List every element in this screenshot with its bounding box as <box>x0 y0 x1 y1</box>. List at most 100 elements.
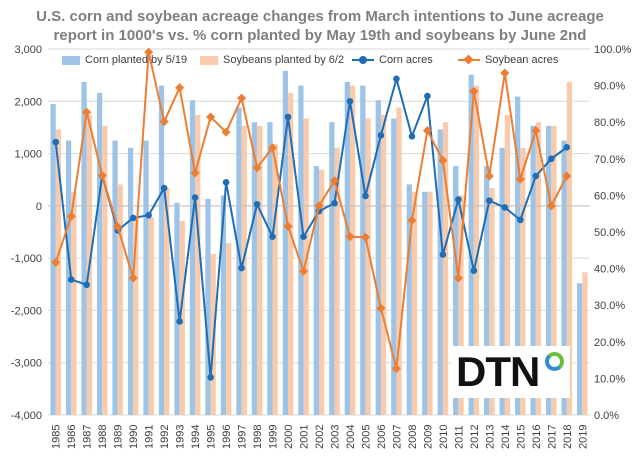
x-tick-label: 1988 <box>97 425 109 449</box>
x-tick-label: 2019 <box>577 425 589 449</box>
legend-swatch-corn-planted <box>62 55 80 65</box>
x-tick-label: 1986 <box>66 425 78 449</box>
x-tick-label: 2014 <box>500 425 512 449</box>
soybeans-planted-bar <box>427 191 433 415</box>
corn-planted-bar <box>329 122 335 415</box>
y-right-tick-label: 10.0% <box>594 373 625 385</box>
soybean-acres-point <box>237 93 247 103</box>
x-tick-label: 2008 <box>407 425 419 449</box>
corn-planted-bar <box>112 140 118 415</box>
corn-acres-point <box>191 194 199 201</box>
corn-acres-point <box>424 92 431 100</box>
legend-item-corn-acres: Corn acres <box>352 52 433 68</box>
soybeans-planted-bar <box>272 144 278 415</box>
dtn-logo-text: DTN <box>456 348 540 395</box>
soybeans-planted-bar <box>117 184 123 415</box>
x-tick-label: 2004 <box>345 425 357 449</box>
corn-planted-bar <box>251 122 258 415</box>
corn-planted-bar <box>422 191 428 415</box>
corn-acres-point <box>439 251 447 258</box>
corn-planted-bar <box>189 100 196 416</box>
soybean-acres-point <box>175 83 185 93</box>
soybeans-planted-bar <box>226 242 232 415</box>
x-tick-label: 2018 <box>562 425 574 449</box>
legend-item-soybean-acres: Soybean acres <box>458 52 558 68</box>
legend-label-soybean-acres: Soybean acres <box>485 54 559 66</box>
x-tick-label: 1993 <box>175 425 187 449</box>
soybean-acres-point <box>190 168 200 178</box>
corn-planted-bar <box>298 85 304 415</box>
corn-acres-point <box>160 184 168 192</box>
corn-planted-bar <box>127 147 134 415</box>
corn-acres-point <box>67 276 75 283</box>
soybean-acres-point <box>469 86 479 96</box>
corn-planted-bar <box>50 103 56 416</box>
corn-acres-point <box>300 233 307 241</box>
corn-acres-point <box>486 197 493 204</box>
x-tick-label: 2005 <box>360 425 372 449</box>
soybean-acres-line <box>54 51 568 369</box>
x-tick-label: 2009 <box>422 425 434 449</box>
x-tick-label: 1995 <box>206 425 218 449</box>
corn-planted-bar <box>453 166 459 415</box>
soybeans-planted-bar <box>241 125 247 416</box>
legend-item-soybeans-planted: Soybeans planted by 6/2 <box>200 52 344 68</box>
corn-acres-point <box>145 211 152 219</box>
soybean-acres-point <box>407 215 417 226</box>
y-left-tick-label: -3,000 <box>11 358 42 370</box>
legend-swatch-corn-acres <box>352 55 374 65</box>
legend-label-corn-acres: Corn acres <box>379 54 433 66</box>
corn-acres-point <box>517 216 524 224</box>
corn-acres-line <box>54 74 568 378</box>
soybean-acres-point <box>252 163 262 173</box>
soybean-acres-point <box>283 221 293 231</box>
y-left-tick-label: -4,000 <box>11 410 42 422</box>
corn-acres-point <box>362 192 369 200</box>
x-tick-label: 1985 <box>51 425 63 449</box>
chart-title-line-1: U.S. corn and soybean acreage changes fr… <box>36 8 604 25</box>
x-tick-label: 2017 <box>546 425 558 449</box>
corn-acres-point <box>455 196 462 203</box>
x-tick-label: 2013 <box>484 425 496 449</box>
corn-planted-bar <box>360 85 366 415</box>
y-right-tick-label: 40.0% <box>594 264 625 276</box>
x-tick-label: 2006 <box>376 425 388 449</box>
y-left-tick-label: 0 <box>36 201 42 213</box>
corn-acres-point <box>331 199 338 207</box>
y-right-tick-label: 70.0% <box>594 154 625 166</box>
dtn-ring-icon <box>545 352 564 371</box>
y-left-tick-label: 2,000 <box>14 96 42 108</box>
corn-acres-point <box>563 143 571 151</box>
soybeans-planted-bar <box>349 85 356 415</box>
soybeans-planted-bar <box>257 125 263 416</box>
corn-planted-bar <box>313 166 319 415</box>
soybeans-planted-bar <box>365 118 371 415</box>
soybeans-planted-bar <box>473 85 480 415</box>
corn-acres-point <box>253 200 261 208</box>
soybeans-planted-bar <box>551 125 557 416</box>
soybeans-planted-bar <box>71 191 77 415</box>
chart-title-line-2: report in 1000's vs. % corn planted by M… <box>53 27 587 44</box>
corn-planted-bar <box>546 125 552 416</box>
x-tick-label: 2012 <box>469 425 481 449</box>
soybeans-planted-bar <box>566 81 573 415</box>
x-tick-label: 1989 <box>113 425 125 449</box>
soybean-acres-point <box>268 143 278 153</box>
x-tick-label: 1997 <box>237 425 249 449</box>
corn-acres-point <box>176 318 183 325</box>
x-tick-label: 1999 <box>268 425 280 449</box>
soybeans-planted-bar <box>55 129 62 415</box>
y-right-tick-label: 20.0% <box>594 337 625 349</box>
corn-planted-bar <box>468 74 474 416</box>
corn-planted-bar <box>267 122 273 415</box>
x-tick-label: 1992 <box>159 425 171 449</box>
corn-acres-point <box>284 113 292 121</box>
soybeans-planted-bar <box>334 147 340 415</box>
soybeans-planted-bar <box>133 217 139 415</box>
soybeans-planted-bar <box>396 107 402 415</box>
soybeans-planted-bar <box>148 217 154 415</box>
x-tick-label: 1998 <box>252 425 264 449</box>
corn-acres-point <box>346 97 354 105</box>
corn-acres-point <box>408 133 416 140</box>
legend-item-corn-planted: Corn planted by 5/19 <box>62 52 187 68</box>
